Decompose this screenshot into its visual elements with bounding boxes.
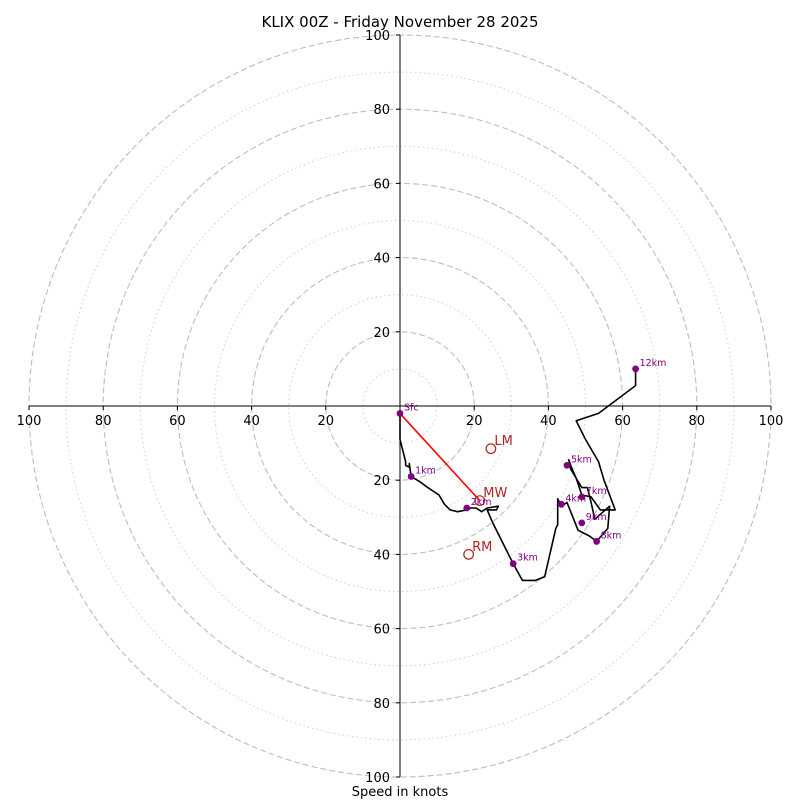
height-marker: [578, 519, 586, 527]
height-marker: [396, 410, 404, 417]
storm-motion-label: MW: [483, 486, 507, 501]
height-marker: [593, 538, 601, 545]
height-label: 2km: [471, 497, 492, 508]
x-axis-label: Speed in knots: [352, 785, 449, 800]
x-tick-label: 20: [318, 414, 335, 429]
x-tick-label: 80: [95, 414, 112, 429]
chart-title: KLIX 00Z - Friday November 28 2025: [261, 13, 538, 31]
height-marker: [563, 461, 571, 469]
storm-motion-mw: [474, 495, 486, 507]
x-tick-label: 40: [243, 414, 260, 429]
height-marker: [557, 500, 565, 508]
hodograph-trace: [399, 368, 637, 582]
shear-vector: [399, 412, 481, 502]
y-tick-label: 60: [373, 623, 390, 638]
axes: [29, 35, 771, 777]
height-marker: [578, 493, 586, 501]
y-tick-label: 40: [373, 548, 390, 563]
y-tick-label: 80: [373, 697, 390, 712]
x-tick-label: 80: [689, 414, 706, 429]
height-label: 12km: [640, 358, 667, 369]
y-tick-label: 80: [373, 103, 390, 118]
plot-layer: LM MW RM Sfc 1km 2km 3km 4km 5km 7km 9km 8km 12km: [396, 358, 667, 582]
y-tick-label: 60: [373, 177, 390, 192]
height-label: Sfc: [404, 402, 419, 413]
y-tick-label: 40: [373, 252, 390, 267]
y-tick-label: 100: [365, 771, 390, 786]
tick-labels: 100 80 60 40 20 20 40 60 80 100 100 80 60 40 20 20 40 60 8…: [17, 29, 784, 786]
height-label: 1km: [415, 465, 436, 476]
storm-motion-rm: [463, 549, 475, 560]
height-marker: [632, 365, 639, 373]
x-tick-label: 100: [759, 414, 784, 429]
storm-motion-lm: [485, 443, 497, 455]
height-label: 8km: [601, 530, 622, 541]
height-label: 9km: [586, 512, 607, 523]
height-marker: [407, 473, 415, 480]
x-tick-label: 40: [540, 414, 557, 429]
x-tick-label: 60: [169, 414, 186, 429]
height-label: 4km: [565, 493, 586, 504]
y-tick-label: 20: [373, 474, 390, 489]
height-label: 3km: [517, 553, 538, 564]
y-tick-label: 100: [365, 29, 390, 44]
x-tick-label: 100: [17, 414, 42, 429]
height-marker: [463, 504, 471, 512]
y-tick-label: 20: [373, 326, 390, 341]
height-label: 5km: [571, 454, 592, 465]
height-marker: [509, 560, 517, 568]
storm-motion-label: RM: [472, 540, 492, 555]
storm-motion-label: LM: [494, 434, 512, 449]
height-label: 7km: [586, 486, 607, 497]
x-tick-label: 60: [614, 414, 631, 429]
x-tick-label: 20: [466, 414, 483, 429]
